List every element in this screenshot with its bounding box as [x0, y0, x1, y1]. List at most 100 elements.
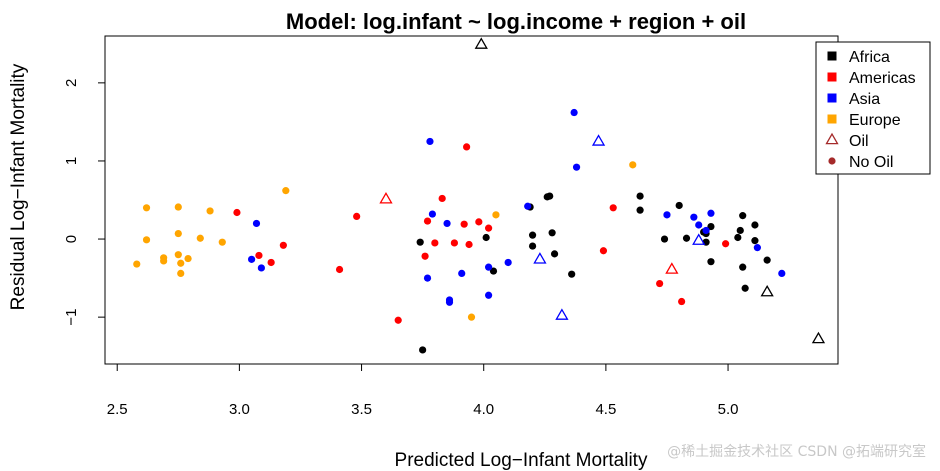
- europe-point: [177, 269, 185, 278]
- africa-point: [416, 238, 424, 246]
- oil-point: [474, 37, 488, 49]
- europe-point: [629, 161, 637, 169]
- asia-point: [572, 163, 581, 171]
- americas-point: [267, 258, 275, 267]
- europe-point: [467, 313, 476, 321]
- oil-point: [591, 134, 606, 146]
- europe-point: [174, 229, 182, 238]
- europe-point: [160, 257, 168, 265]
- oil-point: [811, 331, 826, 344]
- africa-point: [528, 242, 537, 250]
- chart-title: Model: log.infant ~ log.income + region …: [286, 9, 746, 34]
- oil-point: [555, 308, 569, 320]
- legend-label: No Oil: [849, 154, 893, 171]
- data-points: [133, 37, 826, 354]
- oil-point: [379, 192, 393, 204]
- americas-point: [475, 218, 483, 226]
- europe-point: [133, 260, 141, 268]
- africa-point: [763, 256, 771, 264]
- asia-point: [445, 298, 454, 306]
- y-tick-label: 1: [63, 157, 80, 165]
- africa-point: [736, 226, 744, 235]
- americas-point: [722, 240, 730, 248]
- europe-point: [196, 234, 204, 242]
- europe-point: [184, 254, 192, 263]
- europe-point: [218, 238, 226, 246]
- africa-point: [751, 221, 759, 229]
- americas-point: [656, 279, 664, 288]
- x-tick-label: 2.5: [107, 401, 128, 418]
- americas-point: [421, 252, 429, 260]
- x-tick-label: 5.0: [718, 401, 739, 418]
- europe-point: [142, 236, 151, 244]
- legend-label: Europe: [849, 112, 901, 129]
- africa-point: [739, 263, 747, 271]
- asia-point: [695, 221, 703, 229]
- asia-point: [663, 211, 671, 219]
- africa-point: [636, 192, 644, 200]
- europe-point: [492, 211, 500, 219]
- x-tick-label: 3.5: [351, 401, 372, 418]
- africa-point: [734, 233, 742, 242]
- europe-point: [177, 259, 185, 267]
- africa-point: [482, 233, 490, 242]
- asia-point: [423, 274, 432, 282]
- oil-point: [665, 262, 679, 274]
- x-axis-label: Predicted Log−Infant Mortality: [395, 450, 648, 471]
- y-axis: −1 0 1 2: [63, 79, 106, 326]
- africa-point: [682, 234, 691, 242]
- asia-point: [778, 269, 786, 278]
- x-tick-label: 4.0: [473, 401, 494, 418]
- legend-swatch: [827, 72, 837, 82]
- oil-point: [760, 284, 774, 297]
- legend-label: Asia: [849, 91, 880, 108]
- asia-point: [252, 219, 261, 228]
- africa-point: [550, 250, 559, 258]
- americas-point: [353, 212, 361, 220]
- europe-point: [174, 203, 182, 211]
- africa-point: [546, 192, 554, 200]
- europe-point: [206, 207, 214, 215]
- europe-point: [282, 187, 290, 195]
- africa-point: [528, 231, 537, 239]
- asia-point: [485, 291, 493, 299]
- americas-point: [599, 247, 608, 255]
- americas-point: [450, 239, 458, 247]
- africa-point: [419, 346, 427, 354]
- americas-point: [460, 220, 468, 228]
- asia-point: [443, 219, 451, 228]
- x-tick-label: 4.5: [595, 401, 616, 418]
- asia-point: [428, 210, 437, 218]
- legend-swatch: [827, 114, 837, 124]
- americas-point: [438, 194, 446, 203]
- americas-point: [609, 204, 617, 212]
- legend: Africa Americas Asia Europe Oil No Oil: [815, 41, 931, 175]
- americas-point: [485, 224, 493, 232]
- americas-point: [233, 208, 241, 217]
- x-axis: 2.5 3.0 3.5 4.0 4.5 5.0: [107, 363, 739, 418]
- asia-point: [504, 258, 512, 267]
- x-tick-label: 3.0: [229, 401, 250, 418]
- asia-point: [570, 108, 578, 117]
- asia-point: [524, 202, 532, 210]
- asia-point: [426, 137, 434, 146]
- asia-point: [458, 269, 466, 278]
- americas-point: [394, 316, 402, 324]
- europe-point: [142, 204, 151, 212]
- americas-point: [279, 241, 287, 249]
- americas-point: [463, 143, 471, 151]
- africa-point: [751, 237, 759, 245]
- legend-swatch: [827, 93, 837, 103]
- y-axis-label: Residual Log−Infant Mortality: [8, 63, 29, 310]
- africa-point: [568, 270, 576, 278]
- asia-point: [257, 264, 265, 272]
- legend-label: Africa: [849, 49, 890, 66]
- oil-point: [533, 252, 547, 264]
- legend-box: [815, 41, 931, 175]
- americas-point: [431, 239, 439, 247]
- legend-label: Oil: [849, 133, 869, 150]
- y-tick-label: 2: [63, 79, 80, 87]
- africa-point: [707, 258, 715, 266]
- asia-point: [702, 226, 710, 235]
